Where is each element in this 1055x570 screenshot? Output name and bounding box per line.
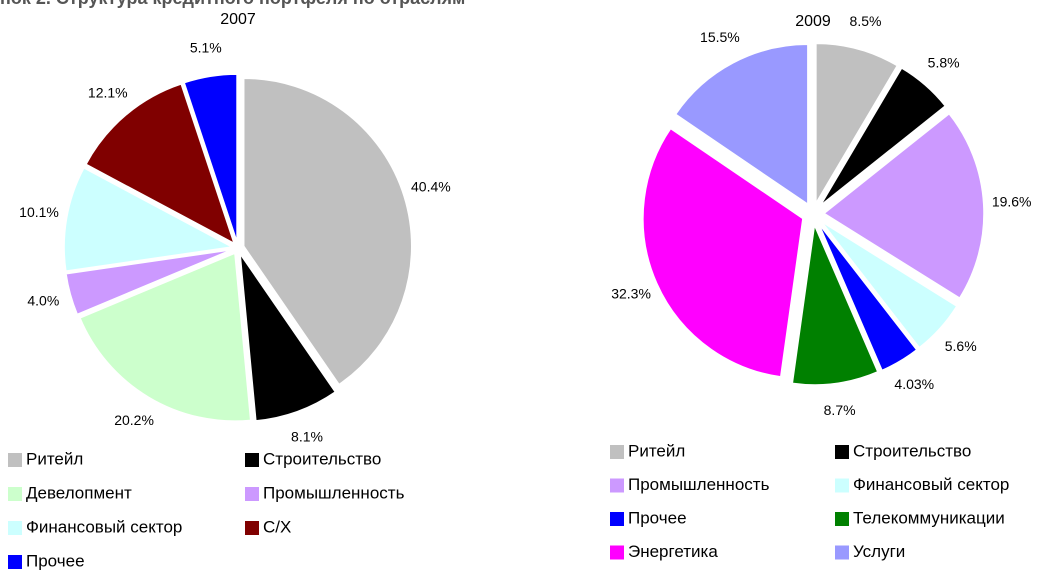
pie-slice <box>84 83 236 245</box>
legend-swatch <box>610 478 624 493</box>
pie-slice <box>815 42 899 207</box>
pie-slice <box>820 220 958 349</box>
legend-label: Финансовый сектор <box>853 475 1009 494</box>
data-label: 4.03% <box>894 376 934 392</box>
legend-label: Финансовый сектор <box>26 517 182 536</box>
data-label: 12.1% <box>88 84 128 100</box>
pie-slice <box>642 127 804 378</box>
legend-swatch <box>610 445 624 459</box>
legend-label: Телекоммуникации <box>853 508 1005 527</box>
legend-label: Девелопмент <box>26 483 132 502</box>
data-label: 5.8% <box>928 55 960 71</box>
legend-swatch <box>835 512 849 526</box>
legend-label: Строительство <box>853 441 971 460</box>
legend-swatch <box>835 545 849 560</box>
legend-swatch <box>835 445 849 459</box>
page-title: нок 2. Структура кредитного портфеля по … <box>0 0 465 8</box>
legend-label: Услуги <box>853 542 905 561</box>
pie-slice <box>674 43 809 206</box>
legend-label: Ритейл <box>26 449 83 468</box>
data-label: 19.6% <box>992 193 1032 209</box>
data-label: 10.1% <box>19 204 59 220</box>
legend-label: Ритейл <box>628 441 685 460</box>
pie-slice <box>791 222 879 386</box>
legend-label: Промышленность <box>628 475 770 494</box>
legend-label: С/Х <box>263 517 291 536</box>
data-label: 32.3% <box>611 285 651 301</box>
data-label: 4.0% <box>27 293 59 309</box>
pie-slice <box>817 223 918 372</box>
pie-slice <box>65 248 233 316</box>
data-label: 15.5% <box>700 29 740 45</box>
data-label: 8.7% <box>824 402 856 418</box>
legend-swatch <box>610 545 624 560</box>
pie-slice <box>63 166 235 273</box>
pie-slice <box>822 112 985 300</box>
legend-swatch <box>245 453 259 467</box>
legend-swatch <box>8 555 22 569</box>
pie-title: 2007 <box>220 11 256 28</box>
legend-label: Промышленность <box>263 483 405 502</box>
pie-slice <box>819 66 947 207</box>
data-label: 8.1% <box>291 429 323 445</box>
legend-label: Энергетика <box>628 542 718 561</box>
pie-slice <box>242 77 413 386</box>
data-label: 8.5% <box>850 13 882 29</box>
legend-swatch <box>8 487 22 501</box>
legend-label: Прочее <box>628 508 687 527</box>
legend-label: Прочее <box>26 551 85 570</box>
data-label: 20.2% <box>114 412 154 428</box>
legend-swatch <box>245 487 259 501</box>
data-label: 5.1% <box>190 39 222 55</box>
legend-swatch <box>8 453 22 467</box>
legend-swatch <box>8 521 22 535</box>
pie-title: 2009 <box>795 13 831 30</box>
data-label: 40.4% <box>411 179 451 195</box>
pie-slice <box>239 250 337 422</box>
data-label: 5.6% <box>945 338 977 354</box>
legend-swatch <box>610 512 624 526</box>
legend-swatch <box>835 478 849 493</box>
legend-label: Строительство <box>263 449 381 468</box>
pie-slice <box>183 73 238 243</box>
legend-swatch <box>245 521 259 535</box>
pie-slice <box>78 252 252 422</box>
